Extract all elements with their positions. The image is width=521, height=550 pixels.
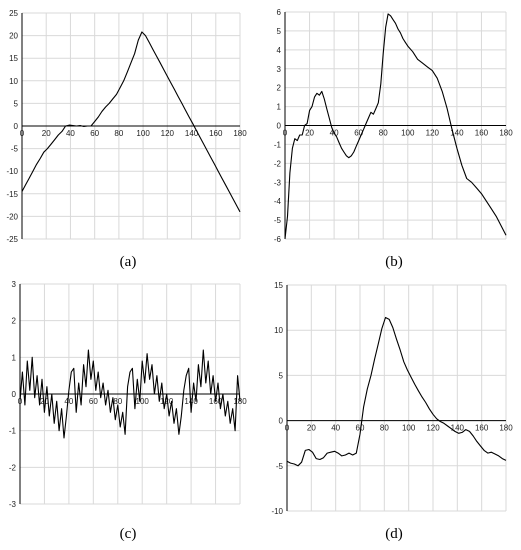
y-tick-label-b-7: 1 [277,103,282,112]
caption-b: (b) [385,254,403,270]
y-tick-label-d-2: 0 [279,417,284,426]
x-tick-label-d-5: 100 [402,424,416,433]
x-tick-label-c-0: 0 [18,397,23,406]
x-tick-label-a-0: 0 [20,129,25,138]
y-tick-label-b-8: 2 [277,84,282,93]
y-tick-label-c-0: -3 [9,500,17,509]
series-line-d-0 [286,316,507,467]
y-tick-label-b-1: -5 [274,216,282,225]
x-tick-label-c-4: 80 [113,397,122,406]
x-tick-label-b-4: 80 [379,129,388,138]
x-tick-label-a-6: 120 [161,129,175,138]
x-tick-label-a-2: 40 [66,129,75,138]
y-tick-label-a-10: 25 [9,9,18,18]
y-tick-label-a-2: -15 [6,190,18,199]
x-tick-label-a-7: 140 [185,129,199,138]
y-tick-label-b-11: 5 [277,27,282,36]
y-tick-label-b-4: -2 [274,159,282,168]
x-tick-label-a-4: 80 [114,129,123,138]
x-tick-label-b-8: 160 [475,129,489,138]
y-tick-label-d-5: 15 [274,281,283,290]
y-tick-label-a-0: -25 [6,235,18,244]
y-tick-label-c-4: 1 [12,353,17,362]
y-tick-label-b-3: -3 [274,178,282,187]
chart-panel-c: 0 20 40 60 80 100 120 140 160 180 -3 -2 -1 0 1 2 3 (c) [0,275,260,550]
x-tick-label-c-3: 60 [89,397,98,406]
y-tick-label-c-2: -1 [9,427,17,436]
y-tick-label-a-7: 10 [9,77,18,86]
x-tick-label-b-5: 100 [401,129,415,138]
y-tick-label-b-2: -4 [274,197,282,206]
x-tick-label-c-6: 120 [160,397,174,406]
caption-c: (c) [119,526,137,542]
series-line-a-0 [21,31,241,213]
x-tick-label-c-2: 40 [64,397,73,406]
caption-d: (d) [385,526,403,542]
y-tick-label-d-0: -10 [271,507,283,516]
caption-a: (a) [119,254,137,270]
x-tick-label-d-0: 0 [285,424,290,433]
x-tick-label-b-6: 120 [426,129,440,138]
x-tick-label-b-1: 20 [305,129,314,138]
x-tick-label-d-4: 80 [380,424,389,433]
chart-panel-d: 0 20 40 60 80 100 120 140 160 180 -10 -5 0 5 10 15 (d) [260,275,521,550]
x-tick-label-d-7: 140 [451,424,465,433]
y-tick-label-c-3: 0 [12,390,17,399]
x-tick-label-d-6: 120 [426,424,440,433]
y-tick-label-c-1: -2 [9,463,17,472]
x-tick-label-c-5: 100 [136,397,150,406]
y-tick-label-b-9: 3 [277,65,282,74]
y-tick-label-a-3: -10 [6,167,18,176]
y-tick-label-a-1: -20 [6,212,18,221]
x-tick-label-b-3: 60 [354,129,363,138]
x-tick-label-a-5: 100 [136,129,150,138]
x-tick-label-c-7: 140 [184,397,198,406]
y-tick-label-d-1: -5 [276,462,284,471]
y-tick-label-b-6: 0 [277,122,282,131]
y-tick-label-a-6: 5 [14,99,19,108]
y-tick-label-b-12: 6 [277,8,282,17]
chart-b: 0 20 40 60 80 100 120 140 160 180-6-5-4-3-2-10123… [274,8,513,244]
chart-panel-a: 0 20 40 60 80 100 120 140 160 180 -25 -20 -15 -10 -5 0 5… [0,0,260,275]
chart-a: 0 20 40 60 80 100 120 140 160 180-25-20-15-10-505… [6,9,247,244]
x-tick-label-d-2: 40 [331,424,340,433]
y-tick-label-c-5: 2 [12,317,17,326]
y-tick-label-d-4: 10 [274,326,283,335]
y-tick-label-a-9: 20 [9,32,18,41]
series-line-b-0 [284,13,507,240]
y-tick-label-a-5: 0 [14,122,19,131]
x-tick-label-c-1: 20 [40,397,49,406]
series-line-c-0 [19,349,241,439]
x-tick-label-c-9: 180 [233,397,247,406]
x-tick-label-d-8: 160 [475,424,489,433]
x-tick-label-a-3: 60 [90,129,99,138]
x-tick-label-a-8: 160 [209,129,223,138]
y-tick-label-b-5: -1 [274,140,282,149]
y-tick-label-a-4: -5 [11,145,19,154]
y-tick-label-d-3: 5 [279,371,284,380]
x-tick-label-d-9: 180 [499,424,513,433]
y-tick-label-c-6: 3 [12,280,17,289]
y-tick-label-a-8: 15 [9,54,18,63]
y-tick-label-b-10: 4 [277,46,282,55]
x-tick-label-a-9: 180 [233,129,247,138]
x-tick-label-b-0: 0 [283,129,288,138]
x-tick-label-d-1: 20 [307,424,316,433]
chart-panel-b: 0 20 40 60 80 100 120 140 160 180 -6 -5 -4 -3 -2 -1 0 1 2 3… [260,0,521,275]
y-tick-label-b-0: -6 [274,235,282,244]
x-tick-label-b-7: 140 [450,129,464,138]
x-tick-label-b-9: 180 [499,129,513,138]
x-tick-label-a-1: 20 [42,129,51,138]
